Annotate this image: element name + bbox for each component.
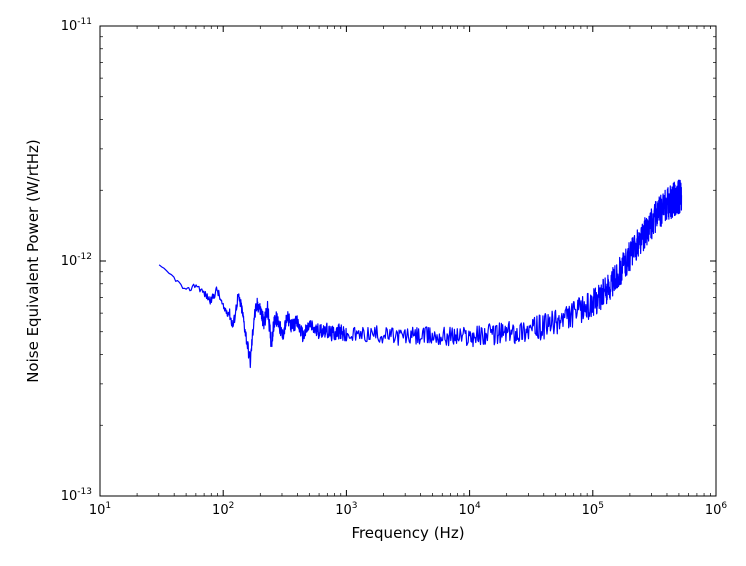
nep-chart: 10110210310410510610-1310-1210-11Frequen… xyxy=(0,0,746,566)
svg-text:Noise Equivalent Power (W/rtHz: Noise Equivalent Power (W/rtHz) xyxy=(24,139,42,383)
svg-text:Frequency (Hz): Frequency (Hz) xyxy=(351,524,464,542)
chart-svg: 10110210310410510610-1310-1210-11Frequen… xyxy=(0,0,746,566)
